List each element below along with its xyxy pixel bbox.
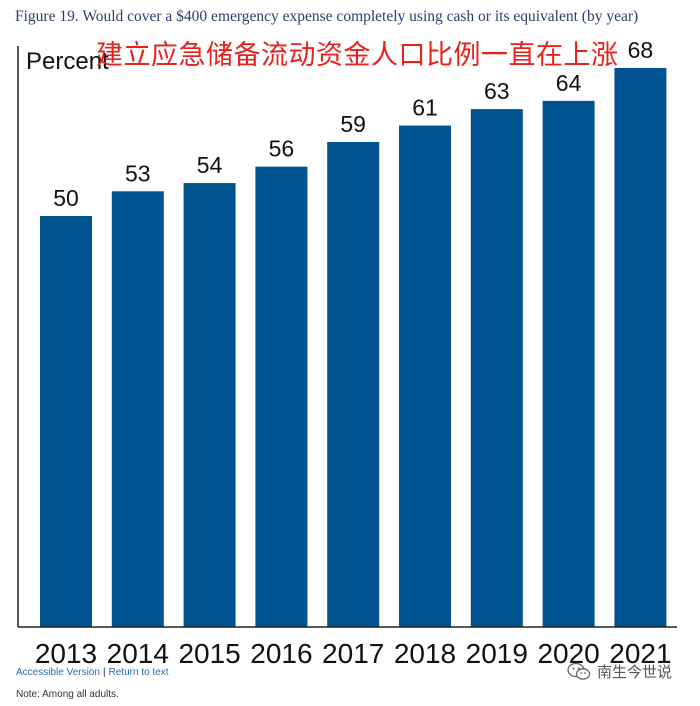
watermark-text: 南生今世说 (597, 664, 673, 681)
bar-2020 (542, 100, 595, 628)
wechat-icon (567, 662, 591, 680)
x-tick-label-2016: 2016 (250, 638, 312, 669)
return-to-text-link[interactable]: Return to text (108, 667, 169, 678)
value-label-2020: 64 (556, 70, 582, 96)
overlay-annotation: 建立应急储备流动资金人口比例一直在上涨 (96, 40, 619, 70)
bar-2019 (470, 109, 523, 627)
x-tick-label-2019: 2019 (466, 638, 528, 669)
value-label-2017: 59 (340, 111, 366, 137)
x-tick-labels-group: 2013 2014 2015 2016 2017 2018 2019 2020 2021 (35, 638, 672, 669)
value-label-2013: 50 (53, 185, 79, 211)
value-label-2015: 54 (197, 152, 223, 178)
bar-2017 (327, 141, 380, 627)
value-label-2019: 63 (484, 78, 510, 104)
bar-2018 (399, 125, 451, 627)
value-labels-group: 50 53 54 56 59 61 63 64 68 (53, 37, 653, 211)
chart-note: Note: Among all adults. (16, 689, 119, 700)
link-separator: | (102, 667, 106, 678)
value-label-2014: 53 (125, 160, 151, 186)
bar-2015 (183, 183, 236, 627)
x-tick-label-2020: 2020 (537, 638, 599, 669)
x-tick-label-2017: 2017 (322, 638, 384, 669)
x-tick-label-2013: 2013 (35, 638, 97, 669)
accessible-version-link[interactable]: Accessible Version (16, 667, 100, 678)
bar-2013 (40, 215, 92, 627)
x-tick-label-2021: 2021 (609, 638, 671, 669)
figure-title: Figure 19. Would cover a $400 emergency … (15, 8, 639, 25)
x-tick-label-2014: 2014 (107, 638, 169, 669)
value-label-2018: 61 (412, 95, 438, 121)
footer-links: Accessible Version | Return to text (16, 667, 169, 678)
x-tick-label-2015: 2015 (178, 638, 240, 669)
bar-2021 (614, 68, 667, 627)
value-label-2016: 56 (269, 136, 295, 162)
y-axis-label: Percent (26, 48, 109, 75)
watermark: 南生今世说 (567, 661, 672, 682)
value-label-2021: 68 (628, 37, 654, 63)
x-tick-label-2018: 2018 (394, 638, 456, 669)
bars-group (40, 68, 667, 628)
bar-2014 (111, 191, 164, 627)
bar-2016 (255, 166, 308, 627)
